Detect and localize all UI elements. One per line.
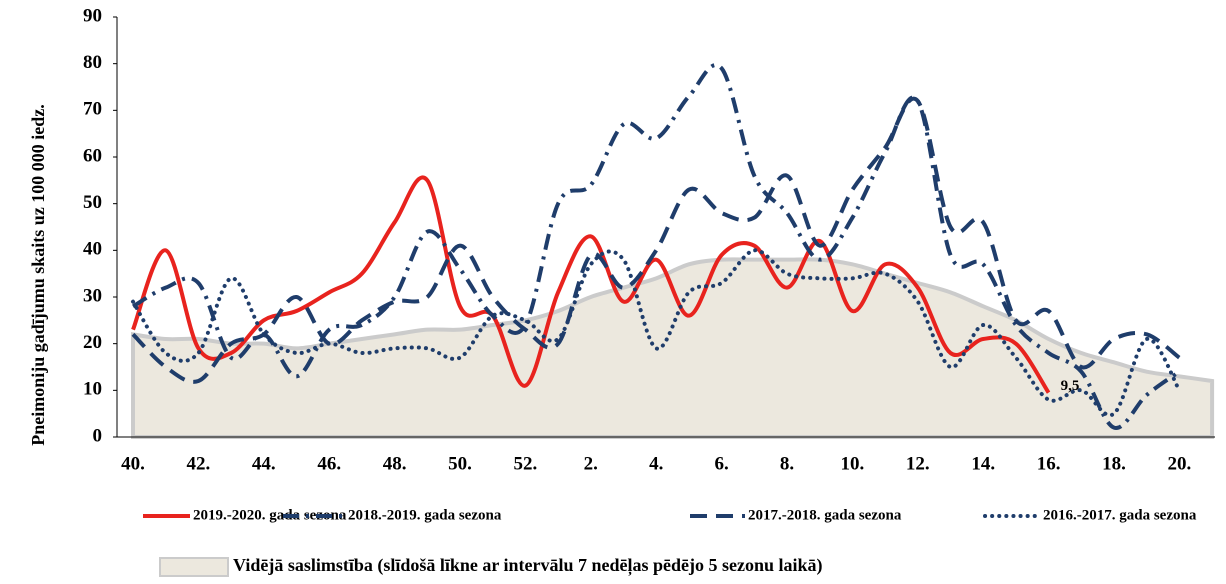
x-tick-label: 20. bbox=[1168, 453, 1192, 474]
y-tick-label: 20 bbox=[83, 332, 102, 353]
x-tick-label: 6. bbox=[714, 453, 728, 474]
x-tick-label: 44. bbox=[252, 453, 276, 474]
y-axis-title: Pneimoniju gadījumu skaits uz 100 000 ie… bbox=[28, 104, 48, 446]
legend-label: 2017.-2018. gada sezona bbox=[748, 507, 902, 523]
y-tick-label: 40 bbox=[83, 239, 102, 260]
x-tick-label: 4. bbox=[649, 453, 663, 474]
x-tick-label: 52. bbox=[514, 453, 538, 474]
line-series bbox=[131, 63, 1181, 430]
legend-label: 2019.-2020. gada sezona bbox=[193, 507, 347, 523]
y-tick-label: 90 bbox=[83, 5, 102, 26]
x-tick-label: 16. bbox=[1037, 453, 1061, 474]
x-tick-label: 42. bbox=[187, 453, 211, 474]
y-tick-label: 70 bbox=[83, 99, 102, 120]
y-tick-label: 60 bbox=[83, 145, 102, 166]
line-series bbox=[131, 175, 1051, 394]
legend-swatch bbox=[159, 557, 229, 577]
x-tick-label: 50. bbox=[448, 453, 472, 474]
x-tick-label: 8. bbox=[780, 453, 794, 474]
y-tick-label: 50 bbox=[83, 192, 102, 213]
y-tick-label: 10 bbox=[83, 379, 102, 400]
y-tick-label: 30 bbox=[83, 285, 102, 306]
x-tick-label: 18. bbox=[1102, 453, 1126, 474]
x-tick-label: 2. bbox=[584, 453, 598, 474]
y-tick-label: 0 bbox=[93, 425, 103, 446]
x-tick-label: 40. bbox=[121, 453, 145, 474]
x-tick-label: 46. bbox=[317, 453, 341, 474]
legend-label: 2018.-2019. gada sezona bbox=[348, 507, 502, 523]
x-tick-label: 12. bbox=[906, 453, 930, 474]
x-tick-label: 14. bbox=[971, 453, 995, 474]
x-tick-label: 10. bbox=[841, 453, 865, 474]
x-tick-label: 48. bbox=[383, 453, 407, 474]
y-tick-label: 80 bbox=[83, 52, 102, 73]
data-label: 9,5 bbox=[1061, 378, 1080, 394]
line-series bbox=[131, 248, 1182, 418]
line-series bbox=[131, 96, 1181, 384]
legend-label: 2016.-2017. gada sezona bbox=[1043, 507, 1197, 523]
legend-label: Vidējā saslimstība (slīdošā līkne ar int… bbox=[233, 555, 823, 576]
